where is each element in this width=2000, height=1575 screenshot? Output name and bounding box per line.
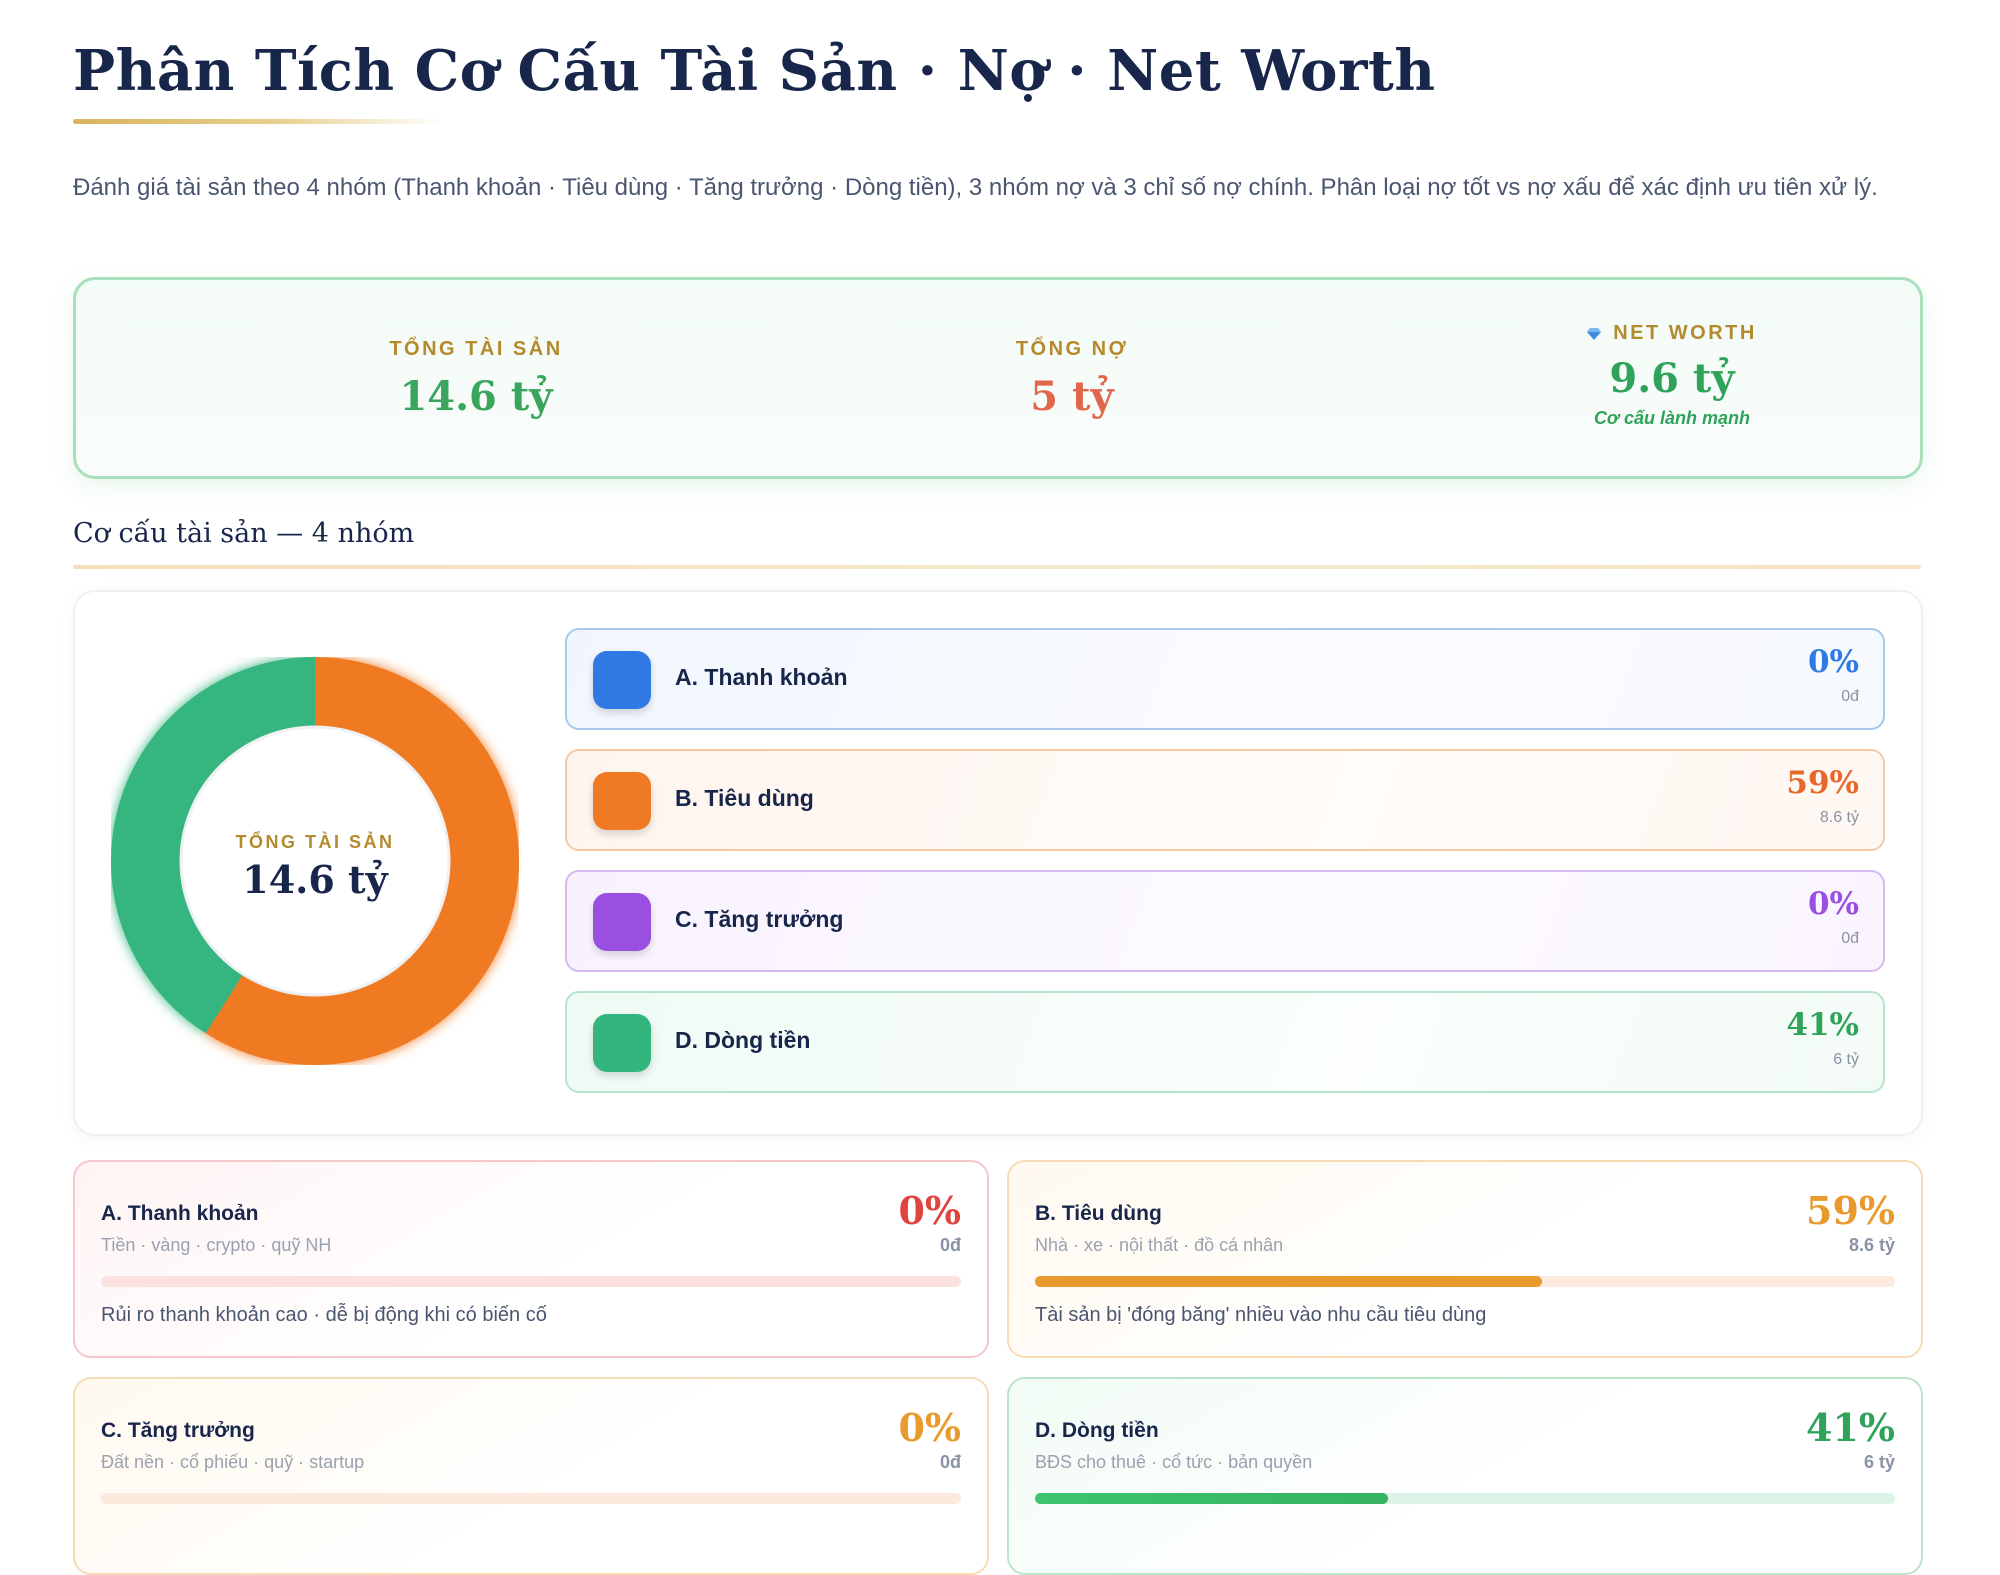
section-divider xyxy=(73,565,1921,569)
group-percent: 0% xyxy=(1807,644,1859,680)
detail-subtitle: Đất nền · cổ phiếu · quỹ · startup xyxy=(101,1452,365,1472)
donut-segment xyxy=(110,657,315,1034)
detail-card-cashflow: D. Dòng tiền BĐS cho thuê · cổ tức · bản… xyxy=(1007,1377,1923,1575)
asset-structure-card: TỔNG TÀI SẢN 14.6 tỷ A. Thanh khoản 0% 0… xyxy=(73,590,1923,1136)
detail-subtitle: Tiền · vàng · crypto · quỹ NH xyxy=(101,1235,332,1255)
detail-name: D. Dòng tiền xyxy=(1035,1419,1159,1442)
group-name: C. Tăng trưởng xyxy=(675,906,844,932)
group-percent: 0% xyxy=(1807,886,1859,922)
total-assets-label: TỔNG TÀI SẢN xyxy=(389,338,563,360)
group-row-consumption: B. Tiêu dùng 59% 8.6 tỷ xyxy=(565,749,1885,851)
total-assets-value: 14.6 tỷ xyxy=(399,373,553,420)
detail-amount: 0đ xyxy=(939,1235,961,1255)
net-worth: NET WORTH 9.6 tỷ Cơ cấu lành mạnh xyxy=(1472,280,1872,476)
group-name: D. Dòng tiền xyxy=(675,1027,811,1053)
net-worth-value: 9.6 tỷ xyxy=(1609,355,1735,402)
detail-amount: 6 tỷ xyxy=(1863,1452,1895,1472)
detail-percent: 41% xyxy=(1806,1405,1895,1450)
detail-percent: 0% xyxy=(898,1405,961,1450)
detail-name: C. Tăng trưởng xyxy=(101,1419,255,1442)
net-worth-label: NET WORTH xyxy=(1613,322,1757,344)
group-amount: 0đ xyxy=(1841,688,1859,705)
group-swatch xyxy=(593,893,651,951)
group-row-growth: C. Tăng trưởng 0% 0đ xyxy=(565,870,1885,972)
net-worth-note: Cơ cấu lành mạnh xyxy=(1593,408,1751,428)
detail-name: B. Tiêu dùng xyxy=(1035,1202,1162,1225)
group-percent: 59% xyxy=(1786,765,1859,801)
detail-card-growth: C. Tăng trưởng Đất nền · cổ phiếu · quỹ … xyxy=(73,1377,989,1575)
detail-note: Tài sản bị 'đóng băng' nhiều vào nhu cầu… xyxy=(1035,1304,1487,1326)
total-debt-label: TỔNG NỢ xyxy=(1015,338,1129,360)
title-underline xyxy=(73,119,443,124)
donut-center-value: 14.6 tỷ xyxy=(242,857,388,902)
group-amount: 8.6 tỷ xyxy=(1819,809,1859,826)
page-title: Phân Tích Cơ Cấu Tài Sản · Nợ · Net Wort… xyxy=(73,38,1436,104)
detail-subtitle: BĐS cho thuê · cổ tức · bản quyền xyxy=(1035,1452,1313,1472)
group-amount: 0đ xyxy=(1841,930,1859,947)
detail-progress-fill xyxy=(1035,1276,1543,1287)
diamond-icon xyxy=(1587,327,1602,340)
group-swatch xyxy=(593,651,651,709)
detail-name: A. Thanh khoản xyxy=(101,1202,259,1225)
detail-percent: 59% xyxy=(1806,1188,1895,1233)
group-name: B. Tiêu dùng xyxy=(675,785,814,811)
asset-structure-heading: Cơ cấu tài sản — 4 nhóm xyxy=(73,518,415,549)
detail-subtitle: Nhà · xe · nội thất · đồ cá nhân xyxy=(1035,1235,1284,1255)
donut-center-label: TỔNG TÀI SẢN xyxy=(235,832,395,852)
donut-hole xyxy=(179,725,451,997)
donut-chart: TỔNG TÀI SẢN 14.6 tỷ xyxy=(110,657,519,1065)
total-assets: TỔNG TÀI SẢN 14.6 tỷ xyxy=(276,280,676,476)
detail-card-consumption: B. Tiêu dùng Nhà · xe · nội thất · đồ cá… xyxy=(1007,1160,1923,1358)
detail-progress-track xyxy=(101,1276,961,1287)
intro-text: Đánh giá tài sản theo 4 nhóm (Thanh khoả… xyxy=(73,174,1878,201)
detail-progress-fill xyxy=(1035,1493,1388,1504)
detail-progress-track xyxy=(101,1493,961,1504)
group-row-cashflow: D. Dòng tiền 41% 6 tỷ xyxy=(565,991,1885,1093)
donut-segment xyxy=(205,657,519,1065)
detail-note: Rủi ro thanh khoản cao · dễ bị động khi … xyxy=(101,1304,547,1326)
detail-percent: 0% xyxy=(898,1188,961,1233)
donut-chart-svg xyxy=(110,657,519,1065)
detail-card-liquidity: A. Thanh khoản Tiền · vàng · crypto · qu… xyxy=(73,1160,989,1358)
detail-amount: 0đ xyxy=(939,1452,961,1472)
group-percent: 41% xyxy=(1786,1007,1859,1043)
group-swatch xyxy=(593,772,651,830)
total-debt-value: 5 tỷ xyxy=(1030,373,1114,420)
detail-progress-track xyxy=(1035,1493,1895,1504)
detail-progress-track xyxy=(1035,1276,1895,1287)
group-swatch xyxy=(593,1014,651,1072)
group-name: A. Thanh khoản xyxy=(675,664,848,690)
total-debt: TỔNG NỢ 5 tỷ xyxy=(872,280,1272,476)
group-amount: 6 tỷ xyxy=(1833,1051,1859,1068)
group-row-liquidity: A. Thanh khoản 0% 0đ xyxy=(565,628,1885,730)
summary-card: TỔNG TÀI SẢN 14.6 tỷ TỔNG NỢ 5 tỷ NET WO… xyxy=(73,277,1923,479)
detail-amount: 8.6 tỷ xyxy=(1848,1235,1895,1255)
